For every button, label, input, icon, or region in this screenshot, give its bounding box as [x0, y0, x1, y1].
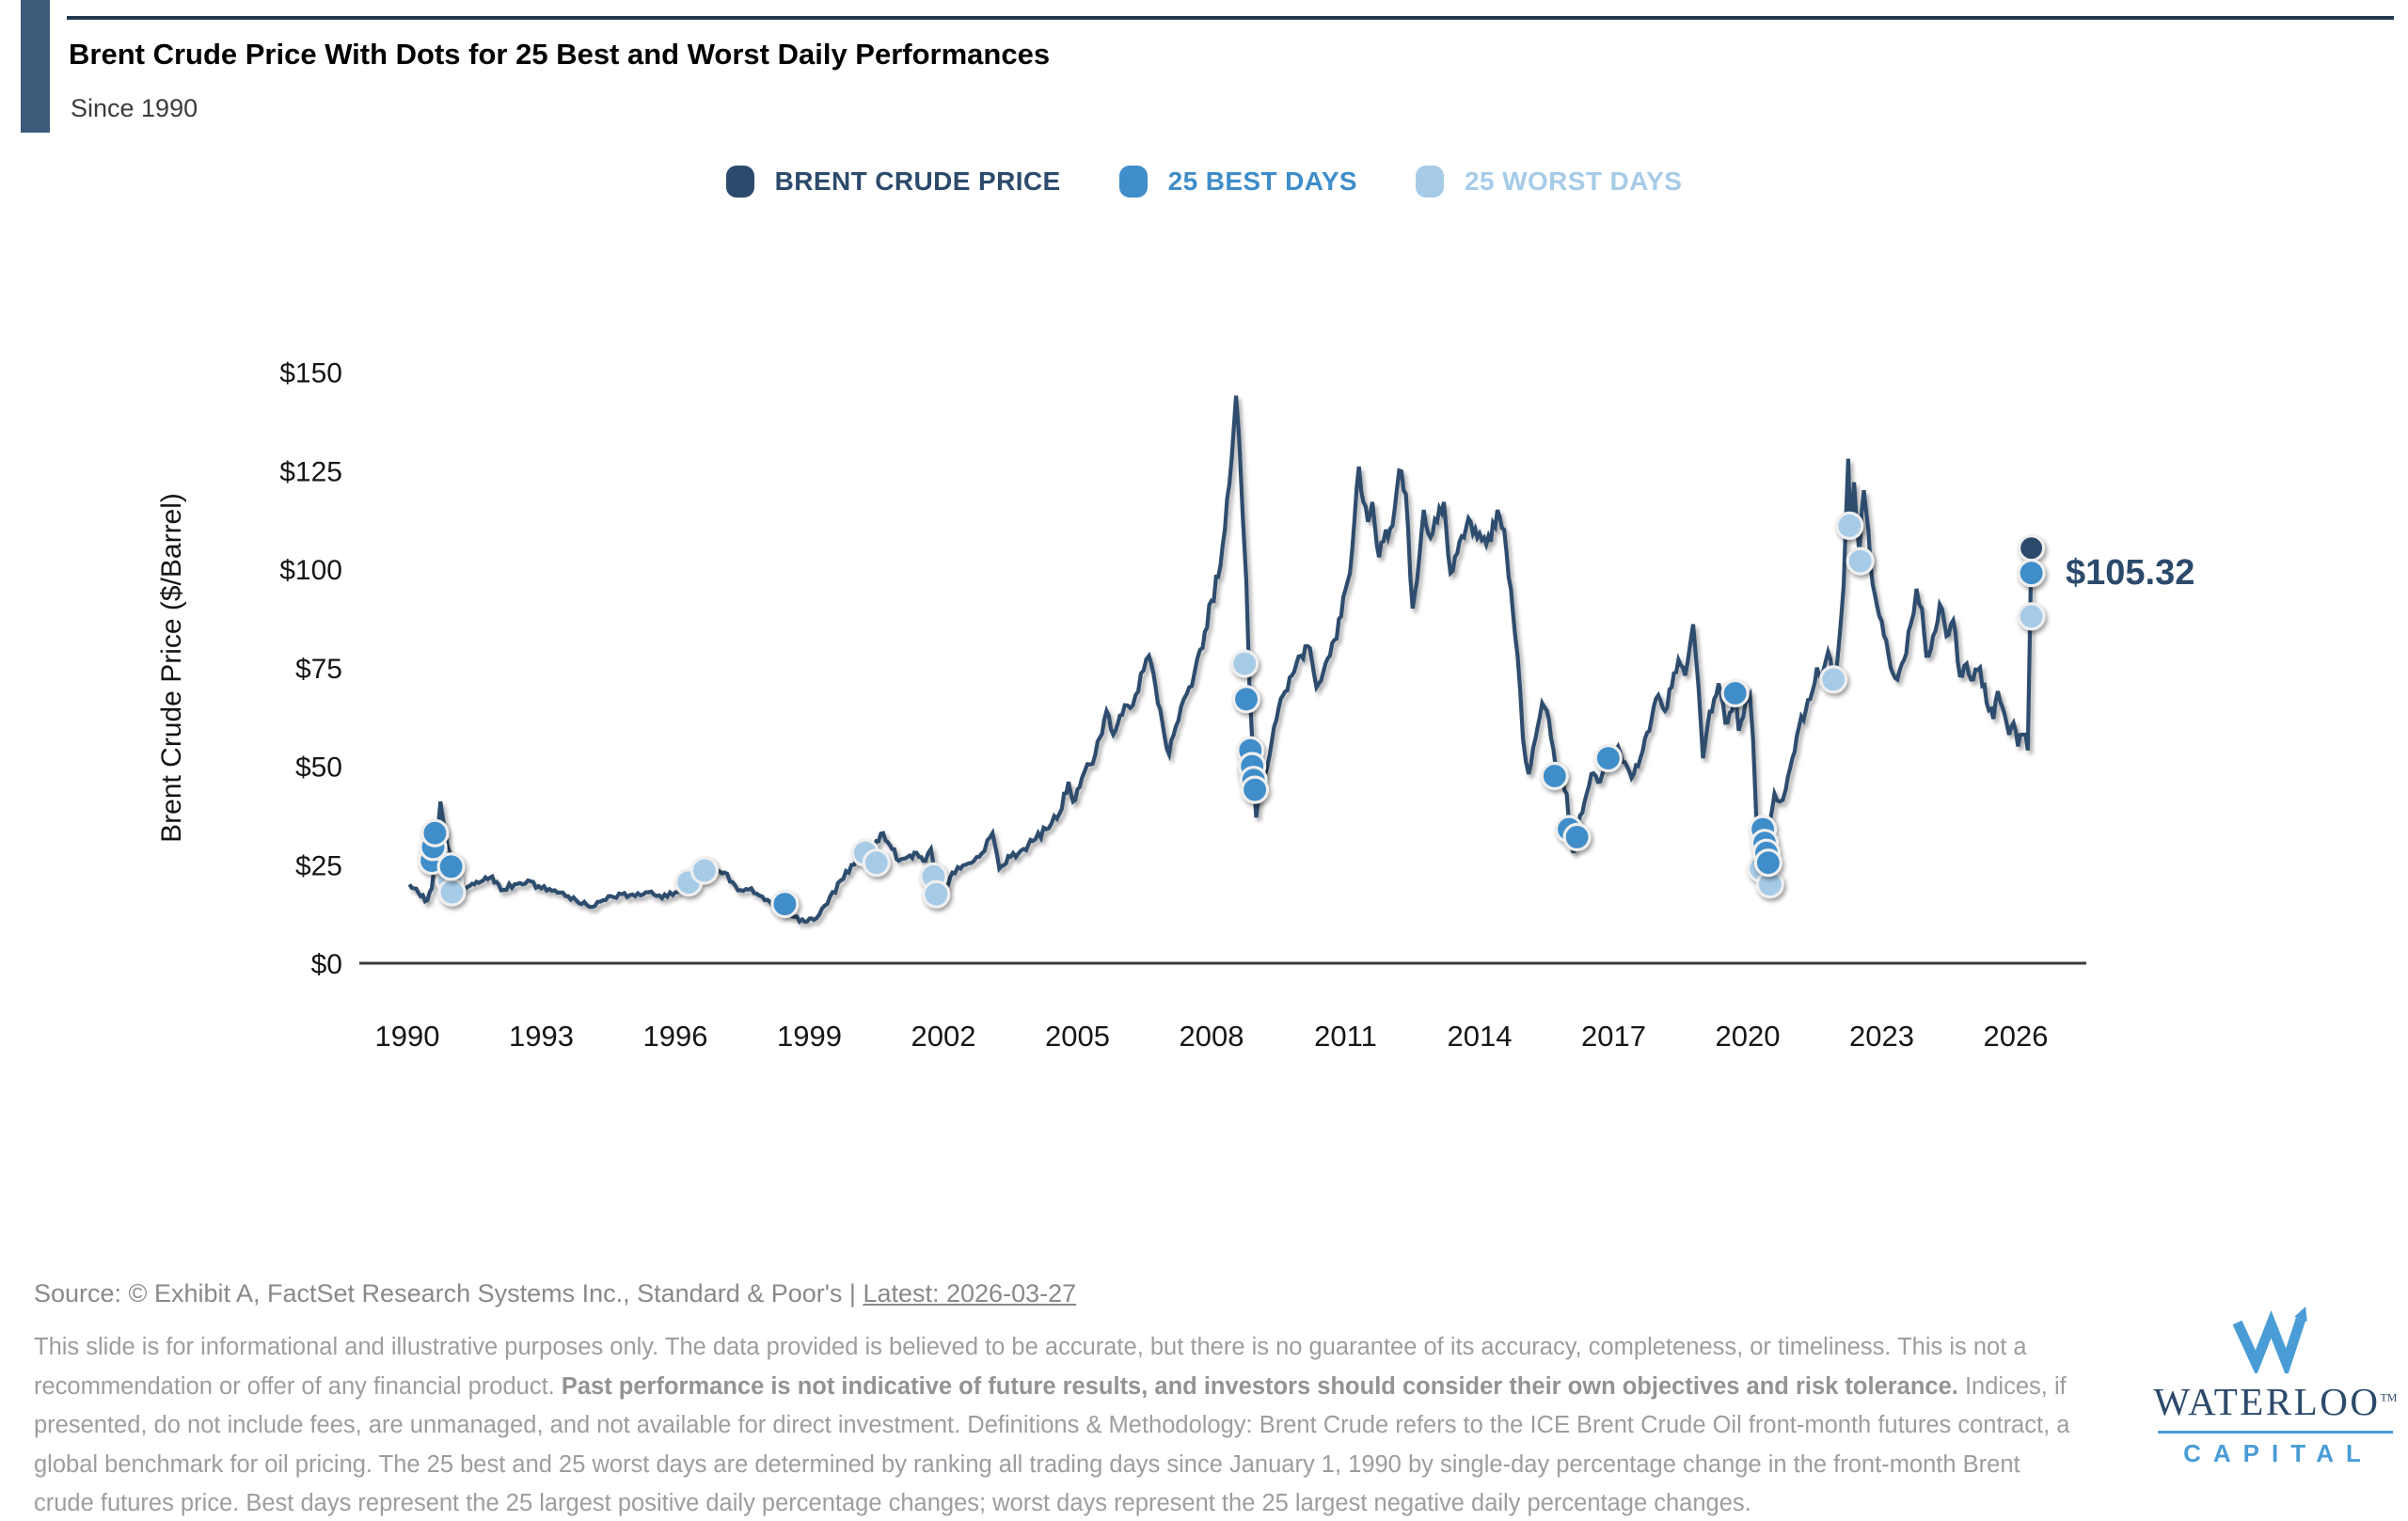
- x-tick-label: 2014: [1448, 1020, 1513, 1053]
- best-day-dot: [770, 889, 800, 919]
- waterloo-logo-mark-icon: [2232, 1306, 2307, 1373]
- x-tick-label: 2023: [1849, 1020, 1914, 1053]
- best-day-dot: [2017, 559, 2046, 588]
- best-day-dot: [1593, 743, 1623, 773]
- legend-label-brent: BRENT CRUDE PRICE: [774, 166, 1061, 196]
- price-path: [407, 395, 2034, 925]
- best-days-dots: [418, 559, 2046, 919]
- legend-swatch-worst-icon: [1416, 166, 1444, 198]
- x-tick-label: 2026: [1984, 1020, 2049, 1053]
- x-tick-label: 1993: [509, 1020, 574, 1053]
- brent-price-line: [407, 395, 2034, 925]
- x-tick-label: 1990: [375, 1020, 440, 1053]
- worst-day-dot: [1846, 547, 1875, 576]
- page-title: Brent Crude Price With Dots for 25 Best …: [69, 38, 1051, 71]
- best-day-dot: [1540, 761, 1569, 791]
- legend-label-worst: 25 WORST DAYS: [1465, 166, 1683, 196]
- x-tick-label: 2017: [1581, 1020, 1646, 1053]
- waterloo-capital-logo: WATERLOOTM CAPITAL: [2152, 1306, 2399, 1468]
- x-tick-label: 2002: [911, 1020, 976, 1053]
- legend-item-best-days: 25 BEST DAYS: [1118, 166, 1357, 198]
- legend-swatch-best-icon: [1118, 166, 1148, 198]
- worst-day-dot: [2017, 602, 2046, 631]
- brent-price-chart: Brent Crude Price ($/Barrel) $0 $25 $50 $75…: [156, 358, 2194, 1054]
- source-line: Source: © Exhibit A, FactSet Research Sy…: [34, 1279, 1076, 1308]
- x-tick-label: 2008: [1180, 1020, 1244, 1053]
- disclaimer-bold: Past performance is not indicative of fu…: [561, 1372, 1958, 1400]
- x-tick-label: 1996: [643, 1020, 708, 1053]
- latest-date: Latest: 2026-03-27: [863, 1279, 1077, 1307]
- worst-day-dot: [862, 848, 891, 878]
- best-day-dot: [1562, 822, 1592, 852]
- chart-legend: BRENT CRUDE PRICE 25 BEST DAYS 25 WORST …: [0, 166, 2408, 198]
- x-tick-label: 2005: [1045, 1020, 1110, 1053]
- source-text: Source: © Exhibit A, FactSet Research Sy…: [34, 1279, 863, 1307]
- best-day-dot: [1720, 678, 1750, 708]
- logo-name-text: WATERLOO: [2153, 1380, 2381, 1423]
- y-tick-label: $75: [295, 654, 342, 685]
- best-day-dot: [1231, 685, 1261, 714]
- page-subtitle: Since 1990: [71, 94, 198, 122]
- logo-wordmark: WATERLOOTM: [2152, 1379, 2399, 1424]
- worst-day-dot: [437, 878, 467, 907]
- best-day-dot: [436, 852, 466, 881]
- y-tick-label: $25: [295, 850, 342, 881]
- legend-item-worst-days: 25 WORST DAYS: [1416, 166, 1682, 198]
- latest-price-dot: [2018, 534, 2046, 562]
- best-day-dot: [420, 818, 450, 848]
- y-tick-label: $100: [279, 555, 342, 586]
- y-tick-label: $0: [311, 949, 342, 980]
- x-tick-label: 1999: [777, 1020, 842, 1053]
- logo-divider: [2158, 1431, 2393, 1434]
- logo-tm: TM: [2380, 1390, 2398, 1404]
- header-accent-block: [21, 0, 50, 133]
- y-axis-labels: $0 $25 $50 $75 $100 $125 $150: [279, 358, 342, 981]
- x-axis-labels: 1990 1993 1996 1999 2002 2005 2008 2011 2014 2017…: [375, 1020, 2049, 1053]
- legend-label-best: 25 BEST DAYS: [1167, 166, 1357, 196]
- best-day-dot: [1753, 848, 1783, 878]
- worst-day-dot: [1230, 649, 1259, 678]
- y-axis-title: Brent Crude Price ($/Barrel): [156, 493, 187, 843]
- legend-swatch-brent-icon: [725, 166, 754, 198]
- worst-days-dots: [420, 511, 2046, 909]
- disclaimer-text: This slide is for informational and illu…: [34, 1328, 2084, 1521]
- y-tick-label: $125: [279, 456, 342, 487]
- worst-day-dot: [922, 879, 951, 909]
- y-tick-label: $150: [279, 358, 342, 389]
- disclaimer-part-2: Indices, if presented, do not include fe…: [34, 1372, 2070, 1517]
- latest-price-dot-circle: [2018, 534, 2046, 562]
- best-day-dot: [1240, 775, 1270, 804]
- x-tick-label: 2020: [1716, 1020, 1781, 1053]
- x-tick-label: 2011: [1314, 1020, 1377, 1053]
- logo-subtitle: CAPITAL: [2183, 1439, 2373, 1467]
- worst-day-dot: [1819, 665, 1848, 694]
- header-rule: [67, 16, 2394, 20]
- worst-day-dot: [1835, 511, 1864, 541]
- legend-item-brent-crude-price: BRENT CRUDE PRICE: [725, 166, 1061, 198]
- y-tick-label: $50: [295, 753, 342, 784]
- worst-day-dot: [689, 856, 720, 885]
- disclaimer-part-1: This slide is for informational and illu…: [34, 1334, 2027, 1400]
- latest-price-label: $105.32: [2066, 553, 2194, 593]
